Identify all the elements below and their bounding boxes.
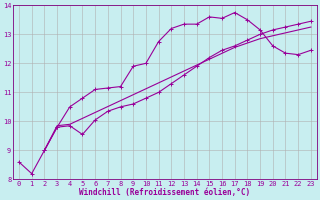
X-axis label: Windchill (Refroidissement éolien,°C): Windchill (Refroidissement éolien,°C) bbox=[79, 188, 251, 197]
